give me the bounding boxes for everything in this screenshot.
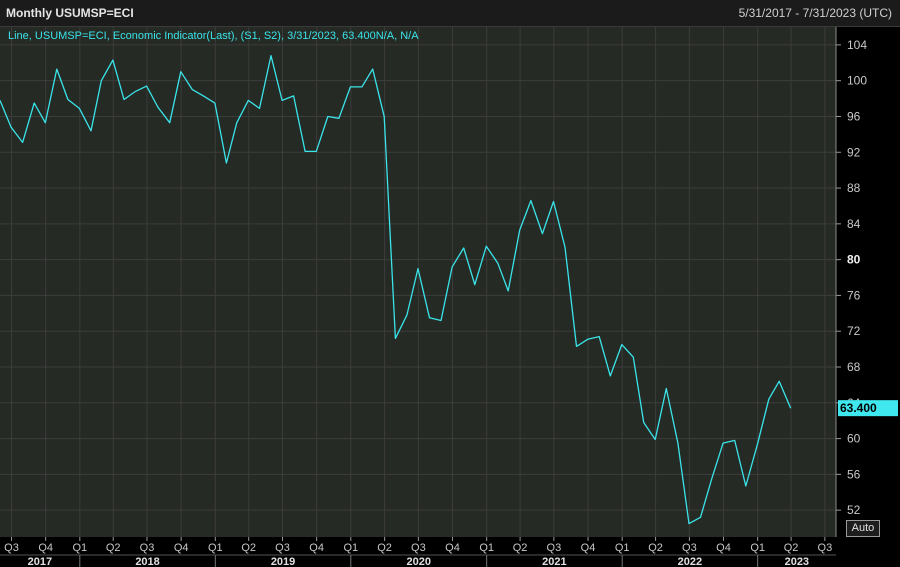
y-tick-label: 84 <box>847 217 861 231</box>
x-year-label: 2019 <box>271 556 295 567</box>
x-quarter-label: Q4 <box>174 542 189 554</box>
x-year-label: 2020 <box>407 556 431 567</box>
x-quarter-label: Q3 <box>275 542 290 554</box>
y-tick-label: 52 <box>847 503 861 517</box>
legend-series-label: Line, USUMSP=ECI, Economic Indicator(Las… <box>8 30 419 42</box>
y-tick-label: 80 <box>847 253 861 267</box>
x-quarter-label: Q2 <box>784 542 799 554</box>
last-value-badge <box>838 400 898 417</box>
x-year-label: 2018 <box>135 556 159 567</box>
x-quarter-label: Q1 <box>615 542 630 554</box>
x-quarter-label: Q1 <box>479 542 494 554</box>
x-quarter-label: Q3 <box>547 542 562 554</box>
x-quarter-label: Q4 <box>581 542 596 554</box>
x-quarter-label: Q1 <box>208 542 223 554</box>
x-quarter-label: Q3 <box>140 542 155 554</box>
y-tick-label: 60 <box>847 432 861 446</box>
y-tick-label: 100 <box>847 74 867 88</box>
y-tick-label: 76 <box>847 288 861 302</box>
x-quarter-label: Q1 <box>343 542 358 554</box>
x-year-label: 2021 <box>542 556 566 567</box>
x-axis-panel <box>0 537 836 567</box>
x-quarter-label: Q1 <box>750 542 765 554</box>
x-quarter-label: Q2 <box>377 542 392 554</box>
x-quarter-label: Q4 <box>716 542 731 554</box>
x-quarter-label: Q2 <box>648 542 663 554</box>
x-quarter-label: Q2 <box>513 542 528 554</box>
x-year-label: 2017 <box>28 556 52 567</box>
chart-title-bar: Monthly USUMSP=ECI 5/31/2017 - 7/31/2023… <box>0 0 900 27</box>
x-quarter-label: Q3 <box>682 542 697 554</box>
x-quarter-label: Q3 <box>411 542 426 554</box>
last-value-label: 63.400 <box>840 401 877 415</box>
y-tick-label: 104 <box>847 38 867 52</box>
x-quarter-label: Q4 <box>38 542 53 554</box>
series-line[interactable] <box>0 54 792 525</box>
x-quarter-label: Q3 <box>4 542 19 554</box>
y-tick-label: 92 <box>847 145 861 159</box>
x-quarter-label: Q3 <box>818 542 833 554</box>
x-quarter-label: Q1 <box>72 542 87 554</box>
x-quarter-label: Q4 <box>309 542 324 554</box>
y-tick-label: 68 <box>847 360 861 374</box>
x-quarter-label: Q4 <box>445 542 460 554</box>
x-quarter-label: Q2 <box>241 542 256 554</box>
y-tick-label: 88 <box>847 181 861 195</box>
date-range-label: 5/31/2017 - 7/31/2023 (UTC) <box>738 6 892 20</box>
x-quarter-label: Q2 <box>106 542 121 554</box>
chart-title: Monthly USUMSP=ECI <box>6 6 134 20</box>
y-tick-label: 56 <box>847 467 861 481</box>
auto-scale-button[interactable]: Auto <box>846 520 880 537</box>
x-year-label: 2023 <box>785 556 809 567</box>
x-year-label: 2022 <box>678 556 702 567</box>
y-axis-panel <box>836 27 900 567</box>
y-tick-label: 72 <box>847 324 861 338</box>
y-tick-label: 96 <box>847 109 861 123</box>
